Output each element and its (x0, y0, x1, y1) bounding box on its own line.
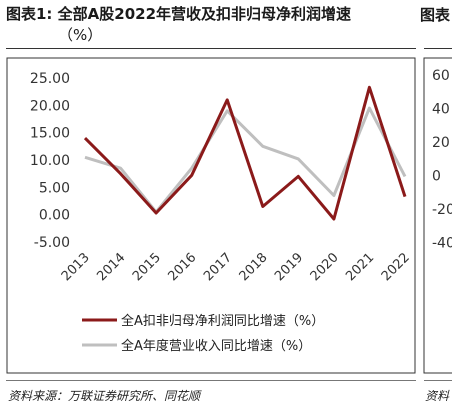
legend-label: 全A年度营业收入同比增速（%） (121, 338, 311, 354)
footer-rule (6, 380, 416, 381)
series-line (83, 85, 407, 221)
y-axis-ticks: 25.00 20.00 15.00 10.00 5.00 0.00 -5.00 (30, 71, 70, 251)
right-tick-label: 60 (432, 68, 450, 84)
title-rule (6, 48, 416, 49)
x-tick-label: 2019 (272, 250, 306, 284)
right-tick-label: -20 (432, 202, 452, 218)
x-tick-label: 2022 (379, 250, 413, 284)
legend: 全A扣非归母净利润同比增速（%） 全A年度营业收入同比增速（%） (82, 313, 324, 354)
legend-label: 全A扣非归母净利润同比增速（%） (121, 313, 324, 329)
series-line (84, 106, 407, 214)
y-tick-label: 10.00 (30, 153, 70, 169)
y-tick-label: 15.00 (30, 126, 70, 142)
right-tick-label: -40 (432, 236, 452, 252)
right-source-fragment: 资料 (425, 389, 450, 403)
y-tick-label: 20.00 (30, 98, 70, 114)
x-tick-label: 2020 (308, 250, 342, 284)
right-tick-label: 0 (432, 169, 441, 185)
x-tick-label: 2015 (130, 250, 164, 284)
right-tick-label: 20 (432, 135, 450, 151)
right-chart-frame (423, 57, 452, 374)
x-tick-label: 2016 (165, 250, 199, 284)
x-tick-label: 2013 (59, 250, 93, 284)
series-lines (83, 85, 407, 221)
y-tick-label: 5.00 (39, 180, 70, 196)
right-footer-rule (424, 380, 452, 381)
y-tick-label: 0.00 (39, 208, 70, 224)
figure-title-line2: （%） (58, 26, 103, 44)
chart-frame (6, 57, 416, 374)
x-tick-label: 2018 (237, 250, 271, 284)
right-chart-ticks: 60 40 20 0 -20 -40 (432, 68, 452, 252)
x-tick-label: 2014 (94, 250, 128, 284)
right-tick-label: 40 (432, 102, 450, 118)
x-axis-ticks: 2013 2014 2015 2016 2017 2018 2019 2020 2021 2022 (59, 250, 413, 284)
right-title-rule (424, 48, 452, 49)
source-note: 资料来源：万联证券研究所、同花顺 (8, 389, 201, 403)
right-figure-title-fragment: 图表 (420, 6, 451, 24)
y-tick-label: 25.00 (30, 71, 70, 87)
y-tick-label: -5.00 (34, 235, 70, 251)
x-tick-label: 2021 (343, 250, 377, 284)
x-tick-label: 2017 (201, 250, 235, 284)
line-chart: 25.00 20.00 15.00 10.00 5.00 0.00 -5.00 60 40 20… (6, 57, 452, 374)
figure-title-line1: 图表1: 全部A股2022年营收及扣非归母净利润增速 (6, 5, 352, 23)
figure-title: 图表1: 全部A股2022年营收及扣非归母净利润增速 （%） (6, 4, 416, 46)
